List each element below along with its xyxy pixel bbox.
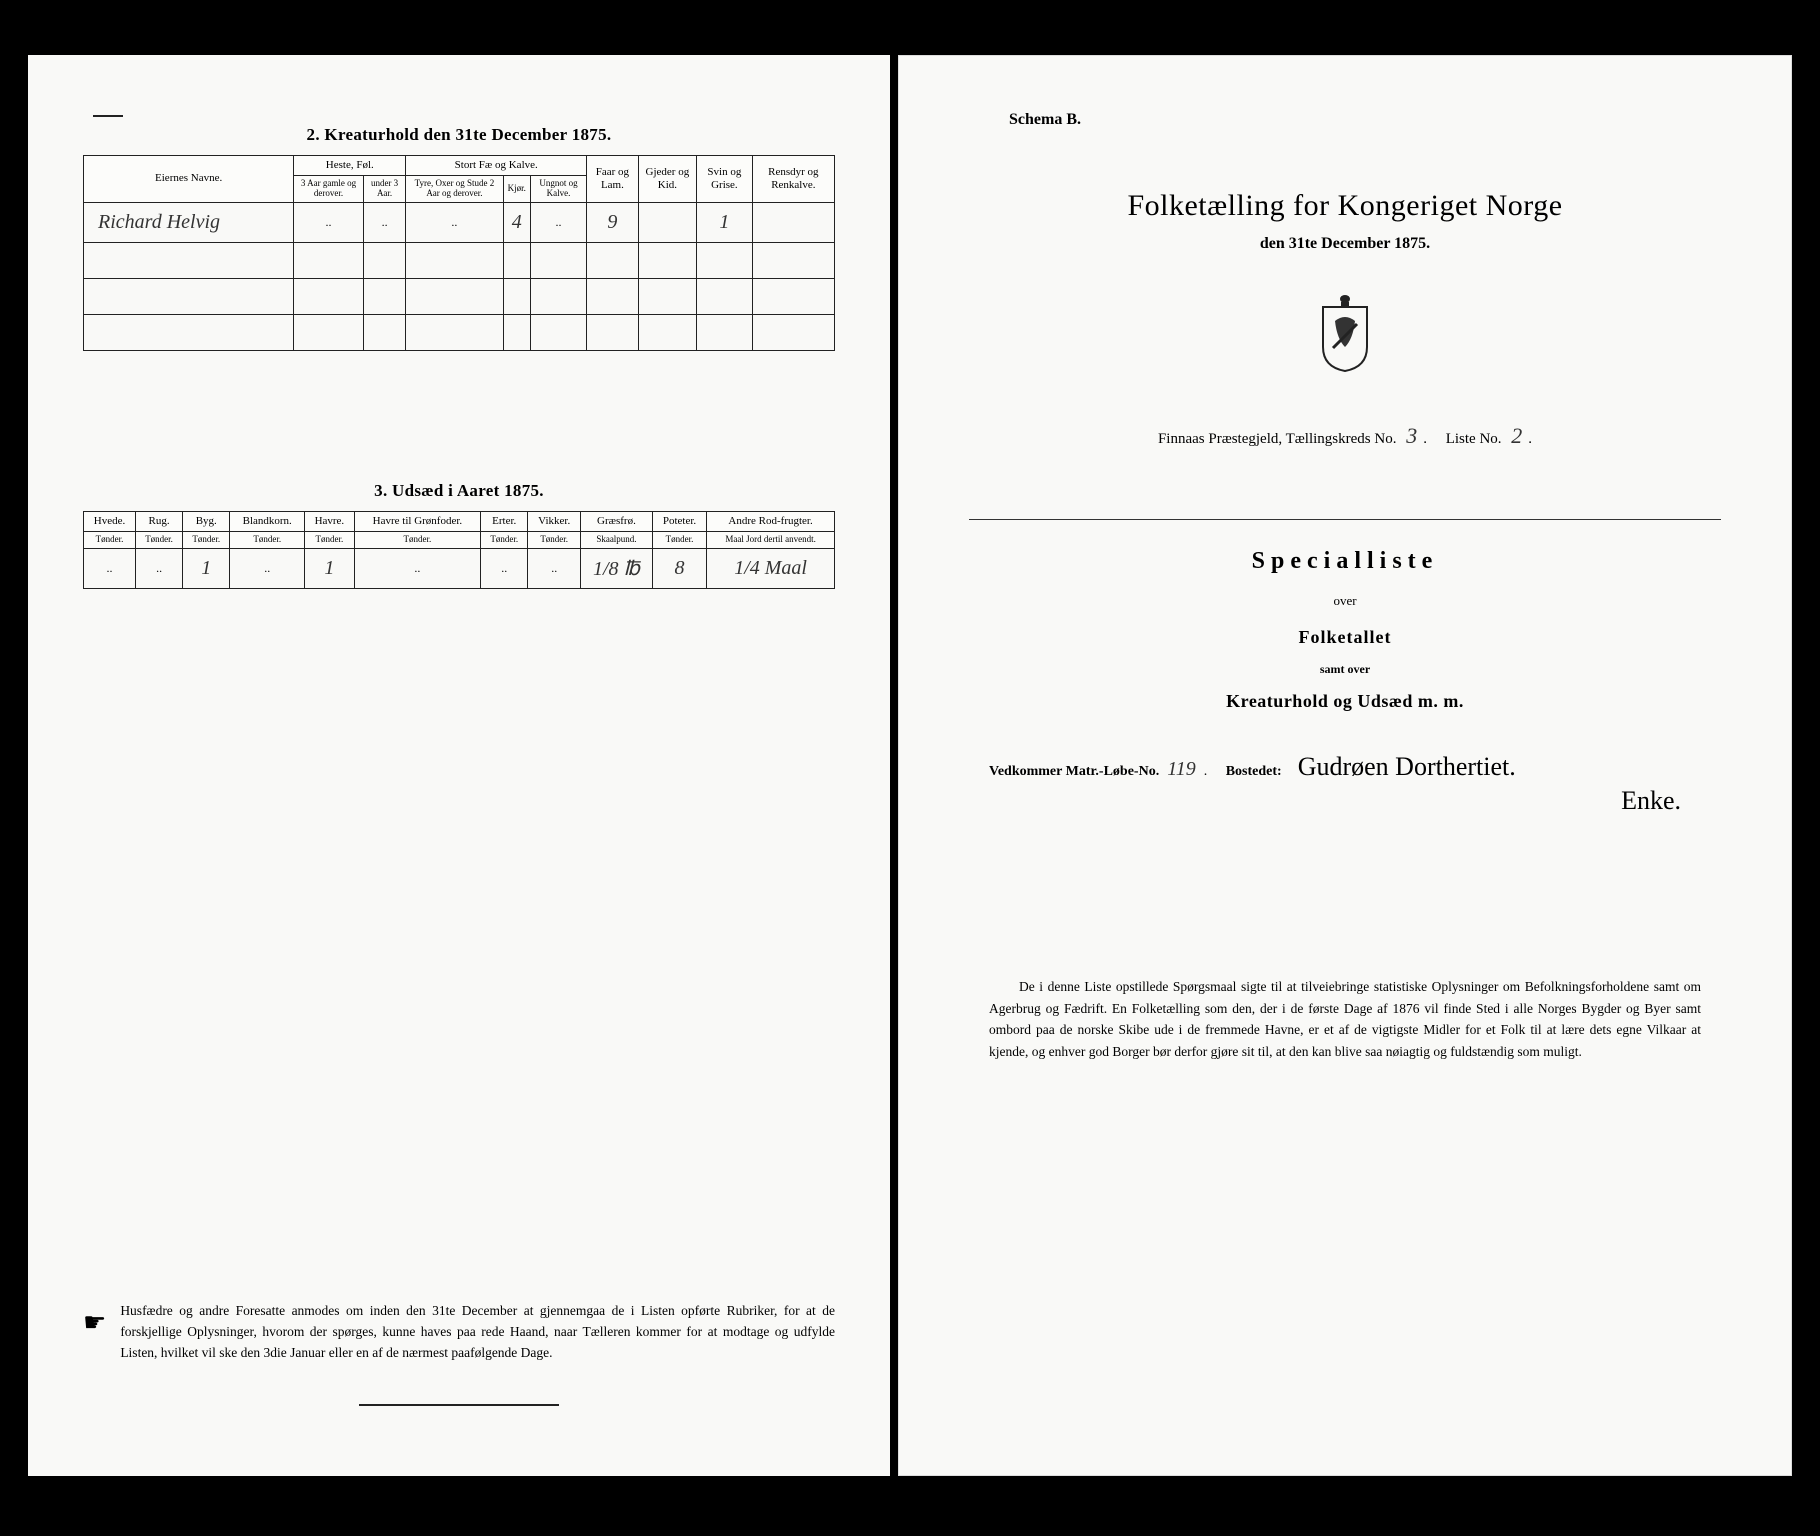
liste-no: 2 [1505, 423, 1528, 448]
col-faar: Faar og Lam. [587, 156, 639, 203]
over-label: over [969, 593, 1721, 609]
cell: 1 [697, 202, 753, 242]
unit-6: Tønder. [481, 532, 528, 549]
unit-8: Skaalpund. [581, 532, 653, 549]
cell: .. [406, 202, 503, 242]
owner-name: Richard Helvig [84, 202, 294, 242]
group-storfae: Stort Fæ og Kalve. [406, 156, 587, 176]
bostedet-value: Gudrøen Dorthertiet. [1290, 752, 1701, 782]
coat-of-arms-icon [969, 293, 1721, 378]
vedkommer-line: Vedkommer Matr.-Løbe-No. 119. Bostedet: … [969, 752, 1721, 782]
footnote: ☛ Husfædre og andre Foresatte anmodes om… [83, 1301, 835, 1364]
udsaed-head-row: Hvede. Rug. Byg. Blandkorn. Havre. Havre… [84, 511, 835, 531]
main-title: Folketælling for Kongeriget Norge [969, 189, 1721, 223]
scan-frame: 2. Kreaturhold den 31te December 1875. E… [0, 0, 1820, 1536]
kreaturhold-table: Eiernes Navne. Heste, Føl. Stort Fæ og K… [83, 155, 835, 351]
cell [638, 202, 696, 242]
col-stor-a: Tyre, Oxer og Stude 2 Aar og derover. [406, 176, 503, 203]
cell: 1 [305, 549, 355, 589]
col-4: Havre. [305, 511, 355, 531]
table-row: .. .. 1 .. 1 .. .. .. 1/8 ℔ 8 1/4 Maal [84, 549, 835, 589]
folketallet: Folketallet [969, 627, 1721, 648]
cell: 8 [652, 549, 706, 589]
top-dash [93, 115, 123, 117]
cell: 1 [183, 549, 230, 589]
parish-line: Finnaas Præstegjeld, Tællingskreds No. 3… [969, 423, 1721, 449]
kreds-no: 3 [1400, 423, 1423, 448]
cell: .. [84, 549, 136, 589]
col-10: Andre Rod-frugter. [707, 511, 835, 531]
cell: .. [230, 549, 305, 589]
unit-4: Tønder. [305, 532, 355, 549]
col-2: Byg. [183, 511, 230, 531]
col-owner: Eiernes Navne. [84, 156, 294, 203]
col-5: Havre til Grønfoder. [354, 511, 480, 531]
matr-no: 119 [1167, 758, 1196, 781]
cell: 1/4 Maal [707, 549, 835, 589]
cell: .. [354, 549, 480, 589]
section3-title: 3. Udsæd i Aaret 1875. [83, 481, 835, 501]
udsaed-table: Hvede. Rug. Byg. Blandkorn. Havre. Havre… [83, 511, 835, 589]
col-6: Erter. [481, 511, 528, 531]
unit-9: Tønder. [652, 532, 706, 549]
bostedet-sig: Enke. [969, 786, 1721, 816]
unit-3: Tønder. [230, 532, 305, 549]
col-3: Blandkorn. [230, 511, 305, 531]
col-gjeder: Gjeder og Kid. [638, 156, 696, 203]
samtover: samt over [969, 662, 1721, 677]
spacer [83, 351, 835, 481]
sub-date: den 31te December 1875. [969, 235, 1721, 253]
kreatur-line: Kreaturhold og Udsæd m. m. [969, 691, 1721, 712]
divider [969, 519, 1721, 520]
cell: 4 [503, 202, 530, 242]
unit-5: Tønder. [354, 532, 480, 549]
cell: 9 [587, 202, 639, 242]
bottom-paragraph: De i denne Liste opstillede Spørgsmaal s… [969, 976, 1721, 1062]
cell: .. [481, 549, 528, 589]
table-row: Richard Helvig .. .. .. 4 .. 9 1 [84, 202, 835, 242]
col-0: Hvede. [84, 511, 136, 531]
vedk-label: Vedkommer Matr.-Løbe-No. [989, 764, 1159, 780]
special-title: Specialliste [969, 548, 1721, 575]
cell [752, 202, 834, 242]
col-heste-a: 3 Aar gamle og derover. [294, 176, 364, 203]
unit-10: Maal Jord dertil anvendt. [707, 532, 835, 549]
cell: 1/8 ℔ [581, 549, 653, 589]
table-row [84, 314, 835, 350]
col-8: Græsfrø. [581, 511, 653, 531]
schema-label: Schema B. [1009, 111, 1721, 129]
udsaed-unit-row: Tønder. Tønder. Tønder. Tønder. Tønder. … [84, 532, 835, 549]
unit-2: Tønder. [183, 532, 230, 549]
unit-7: Tønder. [528, 532, 581, 549]
parish-prefix: Finnaas Præstegjeld, Tællingskreds No. [1158, 431, 1396, 447]
unit-0: Tønder. [84, 532, 136, 549]
footnote-text: Husfædre og andre Foresatte anmodes om i… [120, 1301, 835, 1364]
cell: .. [530, 202, 586, 242]
end-rule [359, 1404, 559, 1406]
cell: .. [528, 549, 581, 589]
col-stor-b: Kjør. [503, 176, 530, 203]
left-page: 2. Kreaturhold den 31te December 1875. E… [28, 55, 890, 1476]
unit-1: Tønder. [135, 532, 182, 549]
col-1: Rug. [135, 511, 182, 531]
col-heste-b: under 3 Aar. [363, 176, 405, 203]
col-stor-c: Ungnot og Kalve. [530, 176, 586, 203]
col-7: Vikker. [528, 511, 581, 531]
bostedet-label: Bostedet: [1226, 764, 1282, 780]
pointing-hand-icon: ☛ [83, 1301, 106, 1343]
section2-title: 2. Kreaturhold den 31te December 1875. [83, 125, 835, 145]
col-9: Poteter. [652, 511, 706, 531]
right-page: Schema B. Folketælling for Kongeriget No… [898, 55, 1792, 1476]
table-row [84, 242, 835, 278]
group-heste: Heste, Føl. [294, 156, 406, 176]
liste-label: Liste No. [1446, 431, 1502, 447]
col-svin: Svin og Grise. [697, 156, 753, 203]
col-rensdyr: Rensdyr og Renkalve. [752, 156, 834, 203]
cell: .. [135, 549, 182, 589]
cell: .. [363, 202, 405, 242]
cell: .. [294, 202, 364, 242]
table-row [84, 278, 835, 314]
